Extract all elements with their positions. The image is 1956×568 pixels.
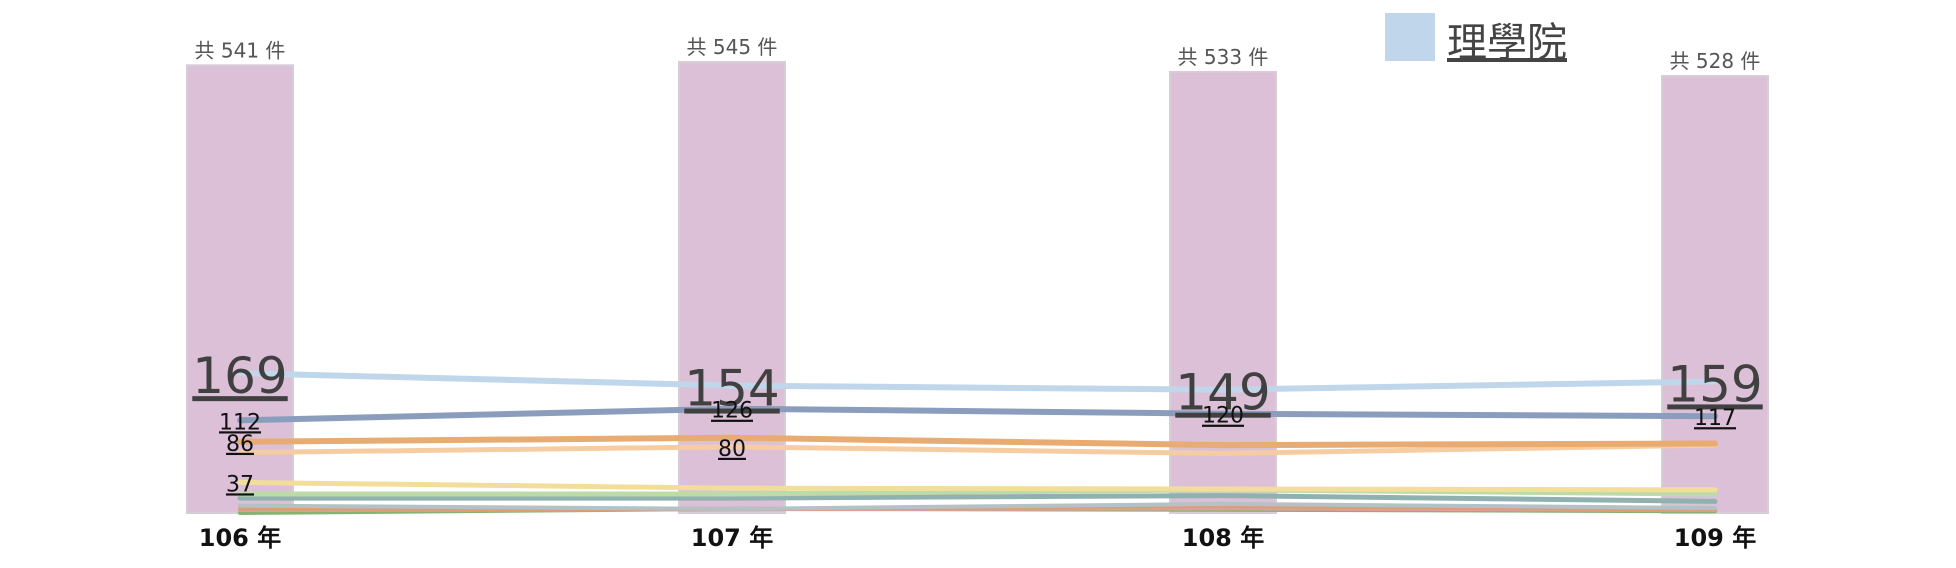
series-lines: [237, 370, 1718, 515]
data-label-s0-0: 169: [192, 347, 287, 405]
data-label-s4-0: 37: [226, 472, 254, 497]
total-bar-0: [186, 64, 294, 514]
total-label-2: 共 533 件: [1178, 45, 1269, 69]
x-tick-label-2: 108 年: [1182, 524, 1264, 552]
data-label-s0-2: 149: [1175, 364, 1270, 422]
legend-label: 理學院: [1447, 20, 1567, 66]
series-line-2: [237, 434, 1718, 449]
x-tick-label-1: 107 年: [691, 524, 773, 552]
data-label-s1-3: 117: [1694, 406, 1736, 431]
x-axis-labels: 106 年 107 年 108 年 109 年: [199, 524, 1756, 552]
total-bar-2: [1169, 70, 1277, 515]
total-label-1: 共 545 件: [687, 35, 778, 59]
x-tick-label-0: 106 年: [199, 524, 281, 552]
data-label-s3-1: 80: [718, 437, 746, 462]
series-line-4: [237, 479, 1718, 493]
series-line-7: [238, 501, 1717, 511]
data-label-s2-0: 86: [226, 432, 254, 457]
data-label-s0-1: 154: [684, 360, 779, 418]
data-label-s1-0: 112: [219, 410, 261, 435]
total-bar-3: [1661, 75, 1769, 514]
series-line-1: [237, 405, 1718, 424]
data-label-s0-3: 159: [1667, 355, 1762, 413]
x-tick-label-3: 109 年: [1674, 524, 1756, 552]
data-label-s1-1: 126: [711, 399, 753, 424]
data-labels: 共 541 件 共 545 件 共 533 件 共 528 件 169 154 149 159…: [192, 35, 1762, 497]
legend-swatch: [1385, 13, 1435, 61]
data-label-s1-2: 120: [1202, 404, 1244, 429]
series-line-3: [237, 442, 1718, 456]
series-line-0: [237, 370, 1718, 393]
total-label-0: 共 541 件: [195, 38, 286, 62]
series-line-6: [237, 493, 1718, 504]
total-label-3: 共 528 件: [1670, 49, 1761, 73]
